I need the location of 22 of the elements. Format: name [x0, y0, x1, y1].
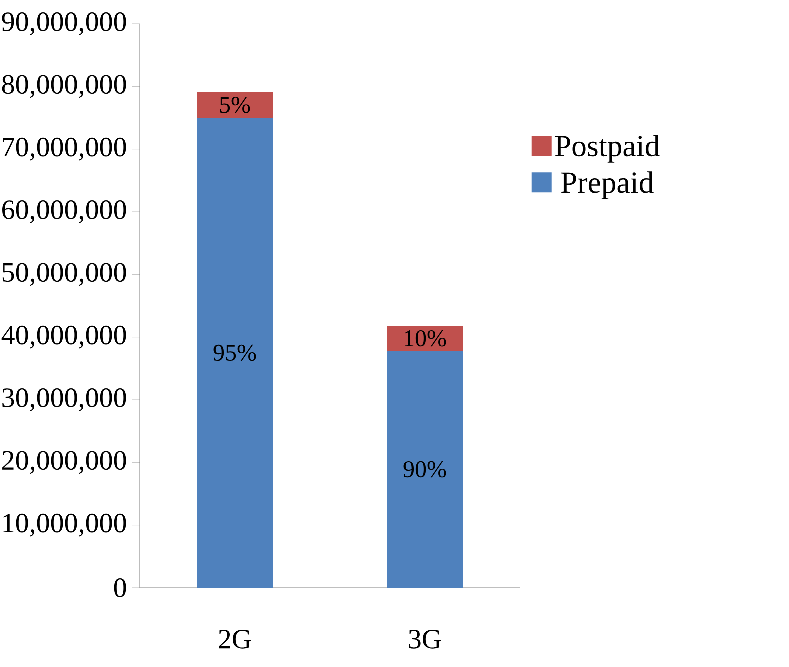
y-tick-label: 40,000,000: [2, 326, 126, 349]
annotation: 10%: [405, 330, 446, 347]
y-tick-label: 0: [114, 578, 126, 598]
x-tick-label: 2G: [219, 630, 252, 649]
y-tick-label: 60,000,000: [2, 200, 126, 224]
bar: [387, 351, 464, 588]
bar: [197, 92, 274, 118]
y-tick-label: 30,000,000: [2, 388, 126, 412]
y-tick-label: 20,000,000: [2, 451, 126, 474]
annotation: 90%: [404, 461, 446, 478]
annotation: 95%: [214, 344, 256, 362]
y-tick-label: 80,000,000: [2, 75, 126, 98]
x-tick-label: 3G: [409, 630, 442, 649]
bar: [197, 118, 274, 588]
bar: [387, 326, 464, 352]
y-tick-label: 50,000,000: [2, 263, 126, 286]
y-tick-label: 90,000,000: [2, 12, 126, 36]
annotation: 5%: [220, 97, 250, 114]
legend-label: Prepaid: [561, 172, 654, 200]
y-tick-label: 70,000,000: [3, 138, 126, 161]
legend-label: Postpaid: [555, 135, 660, 163]
y-tick-label: 10,000,000: [4, 514, 126, 537]
